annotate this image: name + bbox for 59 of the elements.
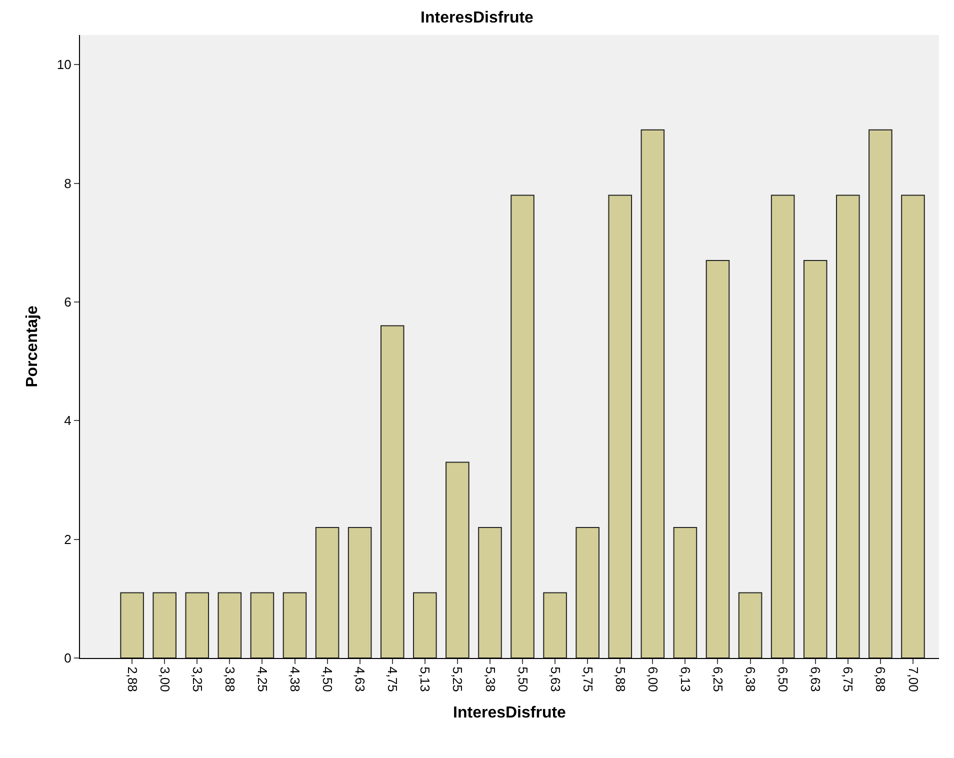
bar — [250, 592, 274, 658]
bar — [120, 592, 144, 658]
bar — [380, 325, 404, 658]
x-tick-label: 5,50 — [515, 666, 530, 692]
x-tick-label: 5,25 — [450, 666, 466, 692]
bar — [185, 592, 210, 658]
x-tick-label: 4,63 — [352, 666, 368, 692]
bar — [803, 260, 828, 658]
x-tick-label: 3,25 — [190, 666, 205, 692]
bar — [478, 526, 502, 658]
y-tick-label: 6 — [64, 294, 72, 310]
x-tick-label: 4,25 — [254, 666, 270, 692]
chart-title: InteresDisfrute — [420, 10, 534, 27]
bar — [576, 526, 600, 658]
x-tick-label: 6,88 — [873, 666, 888, 692]
x-tick-label: 6,38 — [743, 666, 758, 692]
x-tick-label: 6,75 — [840, 666, 856, 692]
x-tick-label: 2,88 — [124, 666, 140, 692]
bar — [608, 194, 632, 658]
bar — [836, 194, 860, 658]
x-tick-label: 6,00 — [645, 666, 660, 692]
y-axis-title: Porcentaje — [24, 305, 41, 388]
bar — [868, 129, 892, 658]
x-tick-label: 6,50 — [776, 666, 791, 692]
x-tick-label: 6,25 — [710, 666, 726, 692]
y-tick-label: 2 — [64, 532, 72, 547]
y-tick-label: 8 — [64, 176, 72, 191]
x-tick-label: 5,63 — [548, 666, 563, 692]
bar — [152, 592, 176, 658]
x-tick-label: 5,38 — [482, 666, 498, 692]
y-tick-label: 0 — [64, 650, 72, 666]
bar — [413, 592, 437, 658]
x-tick-label: 5,75 — [580, 666, 596, 692]
bar — [770, 194, 795, 658]
bar — [315, 526, 340, 658]
x-tick-label: 3,88 — [222, 666, 238, 692]
x-tick-label: 5,13 — [418, 666, 433, 692]
y-tick-label: 4 — [64, 413, 72, 428]
bar — [348, 526, 372, 658]
bar — [218, 592, 242, 658]
bar — [901, 194, 925, 658]
x-tick-label: 3,00 — [157, 666, 172, 692]
x-tick-label: 4,38 — [288, 666, 303, 692]
x-tick-label: 5,88 — [612, 666, 628, 692]
x-tick-label: 4,75 — [385, 666, 400, 692]
bar — [640, 129, 665, 658]
x-tick-label: 6,63 — [808, 666, 824, 692]
y-tick-label: 10 — [56, 57, 72, 72]
bar — [673, 526, 698, 658]
bar — [282, 592, 307, 658]
bar — [510, 194, 534, 658]
bar — [706, 260, 730, 658]
bar — [446, 462, 470, 658]
x-tick-label: 7,00 — [906, 666, 921, 692]
x-axis-title: InteresDisfrute — [453, 704, 566, 722]
x-tick-label: 6,13 — [678, 666, 693, 692]
x-tick-label: 4,50 — [320, 666, 336, 692]
bar — [738, 592, 762, 658]
bar — [543, 592, 567, 658]
